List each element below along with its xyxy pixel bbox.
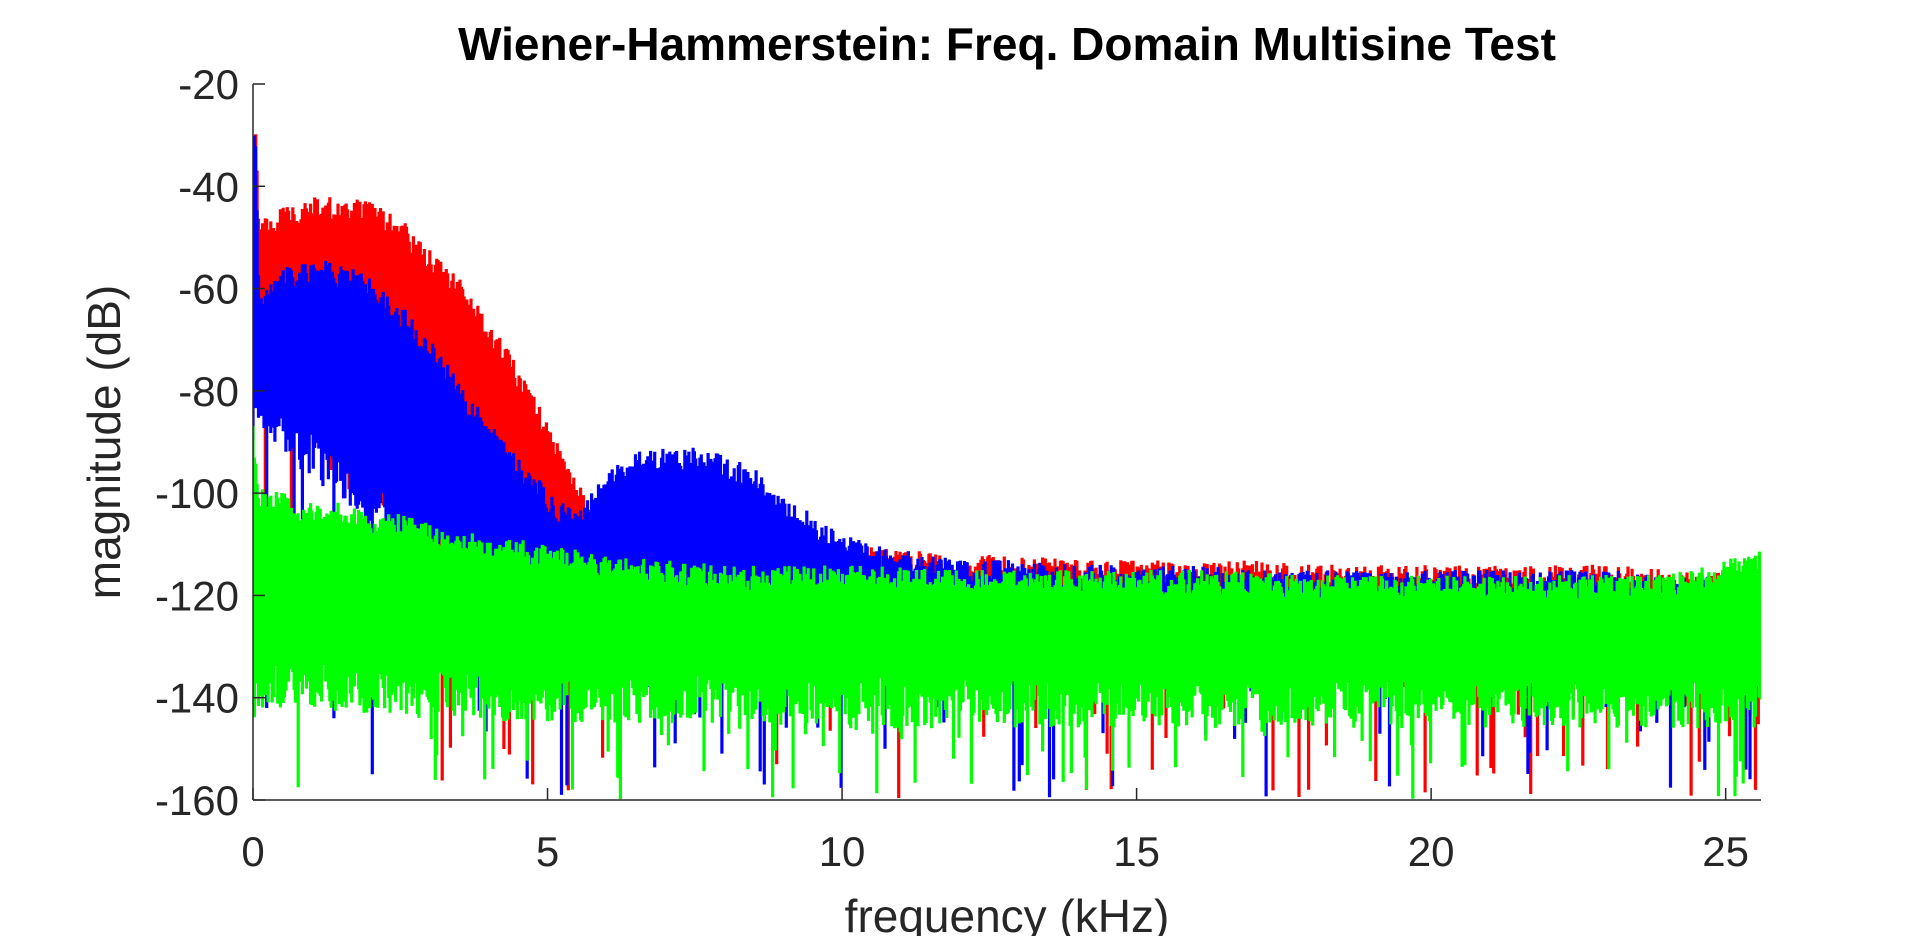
ticks: 0 5 10 15 20 25 -20 -40 -60 -80 -100 -120 -140 -160 xyxy=(155,61,1749,875)
axes xyxy=(252,84,1761,801)
y-axis-label: magnitude (dB) xyxy=(78,285,130,600)
x-axis-label: frequency (kHz) xyxy=(845,890,1170,936)
y-tick-label: -140 xyxy=(155,675,239,722)
series-layer xyxy=(253,134,1761,800)
y-tick-label: -100 xyxy=(155,470,239,517)
x-tick-label: 10 xyxy=(819,828,866,875)
x-tick-label: 0 xyxy=(241,828,264,875)
x-tick-label: 25 xyxy=(1702,828,1749,875)
x-tick-label: 5 xyxy=(536,828,559,875)
x-tick-label: 20 xyxy=(1408,828,1455,875)
chart-title: Wiener-Hammerstein: Freq. Domain Multisi… xyxy=(458,18,1556,70)
y-tick-label: -160 xyxy=(155,777,239,824)
y-tick-label: -20 xyxy=(178,61,239,108)
y-tick-label: -120 xyxy=(155,572,239,619)
y-tick-label: -60 xyxy=(178,266,239,313)
y-tick-label: -40 xyxy=(178,163,239,210)
y-tick-label: -80 xyxy=(178,368,239,415)
x-tick-label: 15 xyxy=(1113,828,1160,875)
series-3-trace xyxy=(253,426,1761,800)
